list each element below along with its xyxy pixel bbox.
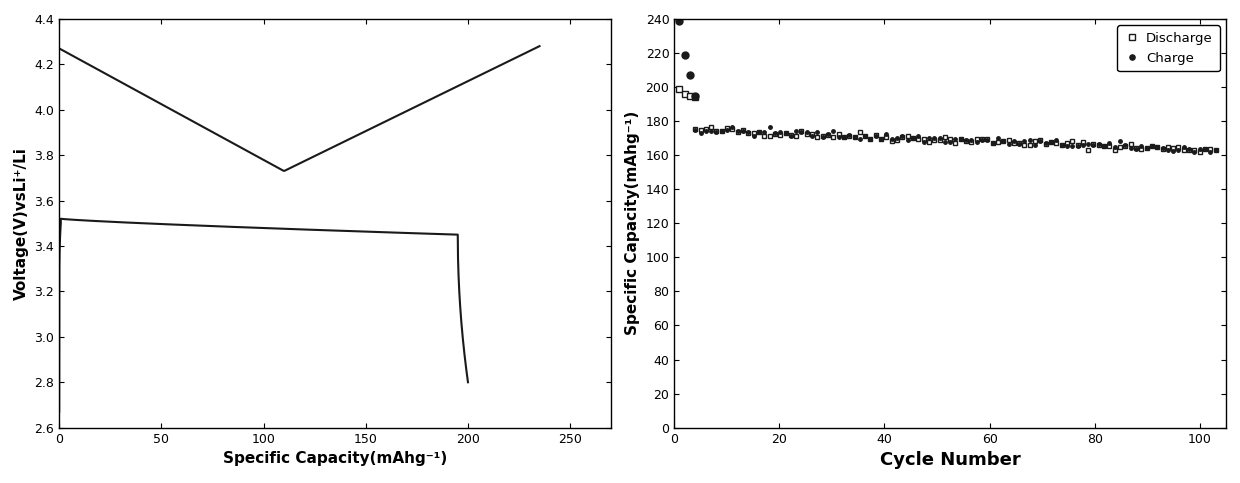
Discharge xyxy=(954,137,968,142)
Discharge xyxy=(1208,147,1223,153)
Discharge xyxy=(1192,150,1207,156)
Charge xyxy=(970,139,985,145)
Charge xyxy=(725,124,740,130)
Discharge xyxy=(831,131,846,137)
Charge xyxy=(831,134,846,140)
Discharge xyxy=(815,133,830,139)
Charge xyxy=(954,137,968,142)
X-axis label: Specific Capacity(mAhg⁻¹): Specific Capacity(mAhg⁻¹) xyxy=(223,451,448,466)
Charge xyxy=(688,127,703,133)
Charge xyxy=(1187,149,1202,155)
Charge xyxy=(1208,147,1223,153)
Y-axis label: Voltage(V)vsLi⁺/Li: Voltage(V)vsLi⁺/Li xyxy=(14,147,29,300)
Discharge xyxy=(1102,143,1117,149)
Legend: Discharge, Charge: Discharge, Charge xyxy=(1117,26,1219,71)
Charge xyxy=(1102,140,1117,146)
Charge xyxy=(852,136,867,142)
Y-axis label: Specific Capacity(mAhg⁻¹): Specific Capacity(mAhg⁻¹) xyxy=(625,111,640,335)
X-axis label: Cycle Number: Cycle Number xyxy=(880,451,1021,469)
Discharge xyxy=(704,124,719,130)
Discharge xyxy=(688,126,703,131)
Discharge xyxy=(970,137,985,142)
Line: Charge: Charge xyxy=(693,126,1218,154)
Charge xyxy=(815,135,830,141)
Discharge xyxy=(852,129,867,135)
Line: Discharge: Discharge xyxy=(693,126,1218,154)
